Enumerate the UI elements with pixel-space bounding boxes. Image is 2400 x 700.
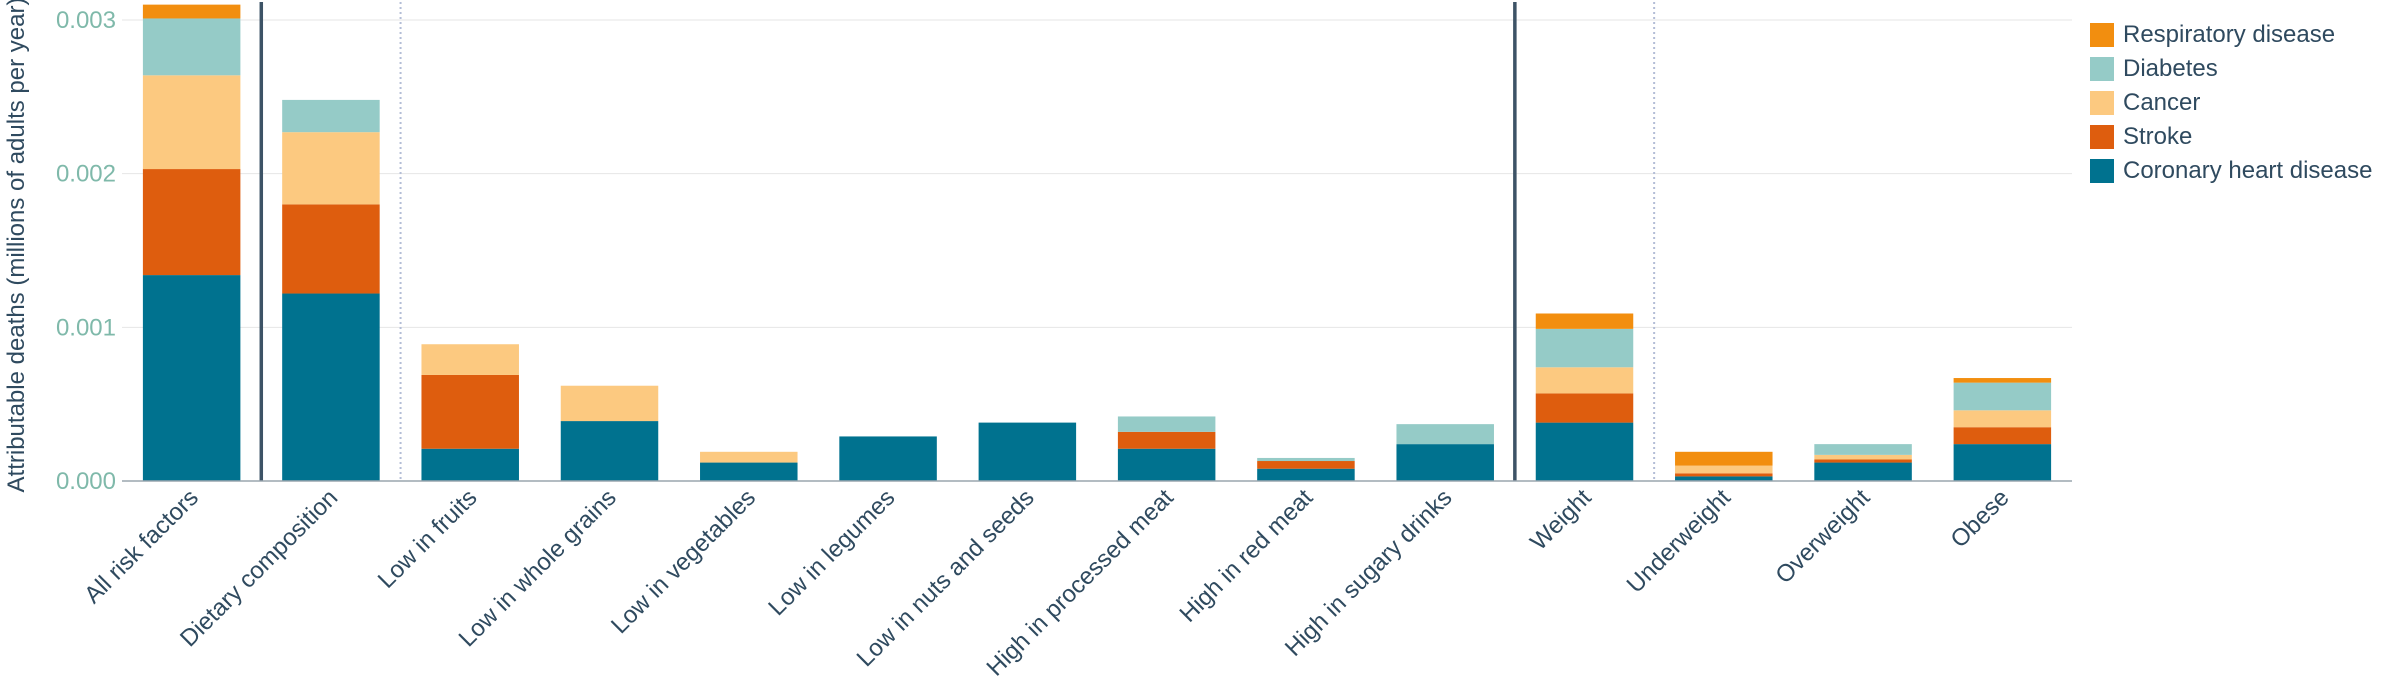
bar-segment-diabetes xyxy=(1535,328,1634,368)
bar-segment-stroke xyxy=(142,169,241,276)
bar-stack xyxy=(142,4,241,481)
bar-stack xyxy=(700,451,798,481)
bar-segment-diabetes xyxy=(1396,424,1494,445)
bar-stack xyxy=(1953,378,2052,481)
x-tick-label: All risk factors xyxy=(79,484,204,609)
y-tick-label: 0.001 xyxy=(56,314,116,341)
x-tick-label: Overweight xyxy=(1770,484,1875,589)
bar-segment-diabetes xyxy=(1117,416,1216,432)
x-tick-label: Low in legumes xyxy=(763,484,900,621)
bar-segment-stroke xyxy=(1535,393,1634,423)
bar-stack xyxy=(1396,424,1494,481)
legend-item[interactable]: Diabetes xyxy=(2090,52,2372,86)
bar-segment-cancer xyxy=(142,75,241,170)
bar-segment-coronary-heart-disease xyxy=(1535,422,1634,481)
bar-segment-respiratory-disease xyxy=(1675,451,1773,466)
bar-stack xyxy=(421,344,519,481)
bar-segment-cancer xyxy=(700,451,798,463)
bar-stack xyxy=(560,385,659,481)
x-tick-label: Dietary composition xyxy=(175,484,343,652)
legend-label: Diabetes xyxy=(2123,55,2218,82)
y-tick-label: 0.002 xyxy=(56,161,116,188)
bar-segment-coronary-heart-disease xyxy=(1396,444,1494,481)
bar-stack xyxy=(1535,313,1634,481)
bar-segment-stroke xyxy=(1675,473,1773,477)
legend-swatch xyxy=(2090,125,2114,149)
bar-segment-stroke xyxy=(282,204,380,294)
legend-label: Cancer xyxy=(2123,89,2201,116)
bar-segment-stroke xyxy=(1257,461,1355,469)
legend-label: Stroke xyxy=(2123,123,2193,150)
bar-segment-diabetes xyxy=(1953,382,2052,411)
legend-swatch xyxy=(2090,57,2114,81)
x-tick-label: Weight xyxy=(1525,484,1597,556)
bar-segment-stroke xyxy=(1953,427,2052,445)
bar-segment-cancer xyxy=(1953,410,2052,428)
bar-segment-respiratory-disease xyxy=(1535,313,1634,329)
group-separators xyxy=(259,2,1656,481)
bar-segment-coronary-heart-disease xyxy=(1117,448,1216,481)
gridlines xyxy=(122,19,2072,328)
bar-segment-diabetes xyxy=(1257,457,1355,462)
bar-segment-coronary-heart-disease xyxy=(700,462,798,481)
bar-segment-diabetes xyxy=(142,18,241,76)
legend-item[interactable]: Cancer xyxy=(2090,86,2372,120)
y-tick-label: 0.003 xyxy=(56,7,116,34)
bar-segment-coronary-heart-disease xyxy=(282,293,380,481)
bar-stack xyxy=(282,99,380,481)
bar-segment-cancer xyxy=(1814,454,1912,460)
bar-segment-coronary-heart-disease xyxy=(421,448,519,481)
bar-segment-diabetes xyxy=(282,99,380,133)
bar-segment-respiratory-disease xyxy=(142,4,241,19)
bar-stack xyxy=(1675,451,1773,481)
legend-swatch xyxy=(2090,91,2114,115)
y-tick-label: 0.000 xyxy=(56,468,116,495)
x-tick-label: Low in fruits xyxy=(373,484,483,594)
bar-segment-stroke xyxy=(421,374,519,449)
bar-segment-cancer xyxy=(421,344,519,375)
x-tick-label: Low in vegetables xyxy=(606,484,761,639)
bar-segment-stroke xyxy=(1117,431,1216,449)
legend-label: Coronary heart disease xyxy=(2123,157,2373,184)
bar-segment-cancer xyxy=(1675,465,1773,474)
bar-segment-coronary-heart-disease xyxy=(1814,462,1912,481)
bar-stack xyxy=(839,436,937,481)
legend: Respiratory disease Diabetes Cancer Stroke C… xyxy=(2090,18,2372,188)
y-axis-title: Attributable deaths (millions of adults … xyxy=(3,0,30,492)
x-tick-label: High in red meat xyxy=(1175,484,1319,628)
bar-segment-coronary-heart-disease xyxy=(1675,476,1773,481)
x-tick-label: Low in whole grains xyxy=(454,484,622,652)
bar-segment-coronary-heart-disease xyxy=(978,422,1077,481)
bar-stack xyxy=(1257,457,1355,481)
legend-label: Respiratory disease xyxy=(2123,21,2336,48)
legend-item[interactable]: Stroke xyxy=(2090,120,2372,154)
bar-segment-coronary-heart-disease xyxy=(1257,468,1355,481)
bar-segment-cancer xyxy=(1535,367,1634,394)
x-tick-label: Underweight xyxy=(1622,484,1737,599)
legend-item[interactable]: Coronary heart disease xyxy=(2090,154,2372,188)
bar-segment-respiratory-disease xyxy=(1953,378,2052,383)
legend-item[interactable]: Respiratory disease xyxy=(2090,18,2372,52)
bar-segment-stroke xyxy=(1814,459,1912,463)
bars xyxy=(142,4,2052,481)
legend-swatch xyxy=(2090,23,2114,47)
bar-segment-coronary-heart-disease xyxy=(142,275,241,481)
bar-segment-coronary-heart-disease xyxy=(1953,444,2052,481)
bar-segment-cancer xyxy=(282,132,380,205)
bar-segment-cancer xyxy=(560,385,659,422)
bar-segment-coronary-heart-disease xyxy=(560,421,659,481)
legend-swatch xyxy=(2090,159,2114,183)
bar-stack xyxy=(1117,416,1216,481)
x-tick-label: Obese xyxy=(1946,484,2015,553)
bar-stack xyxy=(978,422,1077,481)
bar-stack xyxy=(1814,444,1912,481)
bar-segment-diabetes xyxy=(1814,444,1912,455)
bar-segment-coronary-heart-disease xyxy=(839,436,937,481)
